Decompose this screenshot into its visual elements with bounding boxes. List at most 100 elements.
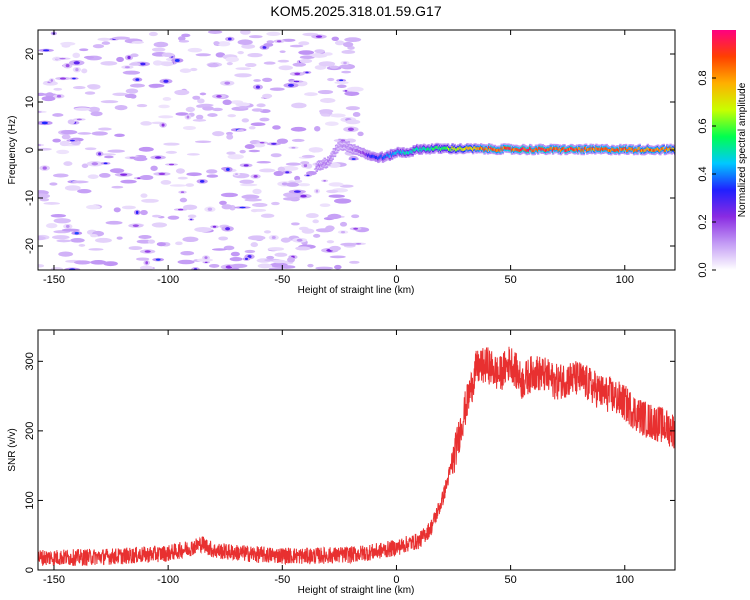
spectrogram-noise-core bbox=[74, 232, 79, 235]
spectrogram-noise-blob bbox=[116, 236, 123, 240]
spectrogram-noise-blob bbox=[266, 40, 275, 44]
spectrogram-noise-blob bbox=[277, 166, 286, 172]
spectrogram-noise-core bbox=[120, 173, 128, 176]
spectrogram-noise-blob bbox=[269, 87, 285, 91]
spectrogram-noise-core bbox=[155, 156, 162, 159]
spectrogram-noise-blob bbox=[212, 131, 225, 137]
spectrogram-x-tick-label: -50 bbox=[274, 274, 290, 286]
spectrogram-noise-blob bbox=[213, 41, 220, 46]
spectrogram-noise-blob bbox=[222, 99, 232, 106]
spectrogram-noise-core bbox=[158, 172, 166, 176]
spectrogram-x-tick-label: 0 bbox=[393, 274, 399, 286]
spectrogram-noise-blob bbox=[124, 93, 137, 99]
spectrogram-noise-blob bbox=[244, 144, 255, 150]
spectrogram-noise-blob bbox=[344, 91, 360, 96]
spectrogram-noise-blob bbox=[247, 235, 266, 241]
spectrogram-noise-blob bbox=[139, 265, 154, 270]
spectrogram-noise-blob bbox=[339, 64, 352, 69]
spectrogram-noise-blob bbox=[53, 218, 71, 224]
spectrogram-noise-core bbox=[344, 90, 348, 92]
spectrogram-noise-blob bbox=[285, 162, 302, 166]
spectrogram-noise-blob bbox=[53, 87, 63, 91]
spectrogram-noise-blob bbox=[112, 92, 129, 96]
spectrogram-noise-blob bbox=[128, 246, 143, 251]
spectrogram-noise-blob bbox=[131, 40, 145, 44]
spectrogram-noise-blob bbox=[270, 153, 282, 158]
spectrogram-noise-core bbox=[204, 256, 208, 259]
spectrogram-noise-blob bbox=[141, 198, 159, 203]
spectrogram-noise-blob bbox=[88, 106, 100, 113]
colorbar-label: Normalized spectral amplitude bbox=[737, 82, 748, 217]
spectrogram-noise-blob bbox=[227, 154, 244, 160]
spectrogram-noise-blob bbox=[190, 67, 198, 72]
spectrogram-noise-core bbox=[212, 225, 217, 228]
snr-x-tick-label: -50 bbox=[274, 574, 290, 586]
spectrogram-noise-blob bbox=[278, 65, 294, 71]
spectrogram-noise-blob bbox=[325, 225, 335, 231]
spectrogram-noise-blob bbox=[225, 56, 240, 63]
spectrogram-noise-core bbox=[42, 166, 47, 170]
spectrogram-noise-blob bbox=[196, 258, 214, 262]
spectrogram-noise-core bbox=[177, 208, 184, 211]
spectrogram-noise-blob bbox=[333, 198, 352, 204]
spectrogram-noise-blob bbox=[314, 125, 321, 132]
spectrogram-noise-blob bbox=[148, 31, 158, 37]
spectrogram-noise-blob bbox=[129, 83, 145, 88]
spectrogram-noise-blob bbox=[139, 175, 154, 181]
spectrogram-noise-blob bbox=[70, 238, 85, 243]
spectrogram-noise-blob bbox=[111, 185, 124, 189]
spectrogram-noise-blob bbox=[167, 215, 180, 220]
spectrogram-noise-core bbox=[199, 180, 205, 183]
spectrogram-noise-blob bbox=[79, 48, 89, 52]
colorbar-tick-label: 0.0 bbox=[697, 262, 709, 277]
spectrogram-noise-blob bbox=[239, 183, 258, 187]
spectrogram-noise-blob bbox=[78, 243, 86, 247]
spectrogram-noise-blob bbox=[216, 41, 231, 47]
spectrogram-noise-core bbox=[287, 83, 295, 87]
spectrogram-noise-blob bbox=[334, 40, 345, 46]
spectrogram-noise-core bbox=[224, 81, 231, 85]
spectrogram-noise-blob bbox=[334, 264, 342, 270]
spectrogram-noise-blob bbox=[177, 36, 186, 41]
spectrogram-noise-blob bbox=[259, 117, 270, 122]
spectrogram-noise-blob bbox=[195, 53, 212, 57]
spectrogram-noise-blob bbox=[328, 182, 344, 187]
spectrogram-noise-blob bbox=[63, 161, 73, 166]
spectrogram-noise-blob bbox=[97, 127, 112, 131]
spectrogram-noise-core bbox=[315, 189, 319, 193]
spectrogram-noise-core bbox=[161, 123, 165, 127]
spectrogram-noise-blob bbox=[329, 65, 339, 69]
spectrogram-noise-core bbox=[59, 77, 67, 80]
spectrogram-noise-blob bbox=[114, 104, 128, 111]
spectrogram-noise-blob bbox=[340, 242, 358, 246]
spectrogram-noise-core bbox=[180, 191, 185, 194]
spectrogram-noise-blob bbox=[352, 111, 361, 117]
spectrogram-noise-blob bbox=[177, 176, 188, 180]
spectrogram-noise-blob bbox=[262, 77, 273, 82]
spectrogram-noise-blob bbox=[174, 89, 190, 96]
colorbar-ticks: 0.0 0.2 0.4 0.6 0.8 bbox=[697, 70, 716, 278]
spectrogram-noise-blob bbox=[38, 235, 46, 241]
spectrogram-noise-blob bbox=[199, 92, 207, 96]
spectrogram-noise-blob bbox=[83, 55, 95, 59]
spectrogram-noise-core bbox=[293, 80, 300, 83]
spectrogram-noise-blob bbox=[327, 77, 335, 82]
spectrogram-noise-core bbox=[351, 158, 356, 160]
spectrogram-noise-blob bbox=[341, 70, 352, 74]
spectrogram-noise-blob bbox=[312, 219, 319, 224]
spectrogram-noise-core bbox=[315, 35, 323, 38]
spectrogram-noise-blob bbox=[185, 183, 195, 187]
spectrogram-noise-blob bbox=[239, 179, 255, 184]
spectrogram-noise-blob bbox=[182, 236, 199, 242]
spectrogram-noise-blob bbox=[319, 97, 336, 104]
spectrogram-noise-blob bbox=[77, 188, 92, 194]
spectrogram-noise-blob bbox=[86, 204, 101, 210]
spectrogram-noise-blob bbox=[195, 114, 204, 120]
spectrogram-noise-blob bbox=[286, 182, 300, 187]
spectrogram-noise-blob bbox=[225, 131, 233, 136]
spectrogram-noise-blob bbox=[305, 213, 319, 219]
spectrogram-noise-blob bbox=[67, 119, 75, 125]
